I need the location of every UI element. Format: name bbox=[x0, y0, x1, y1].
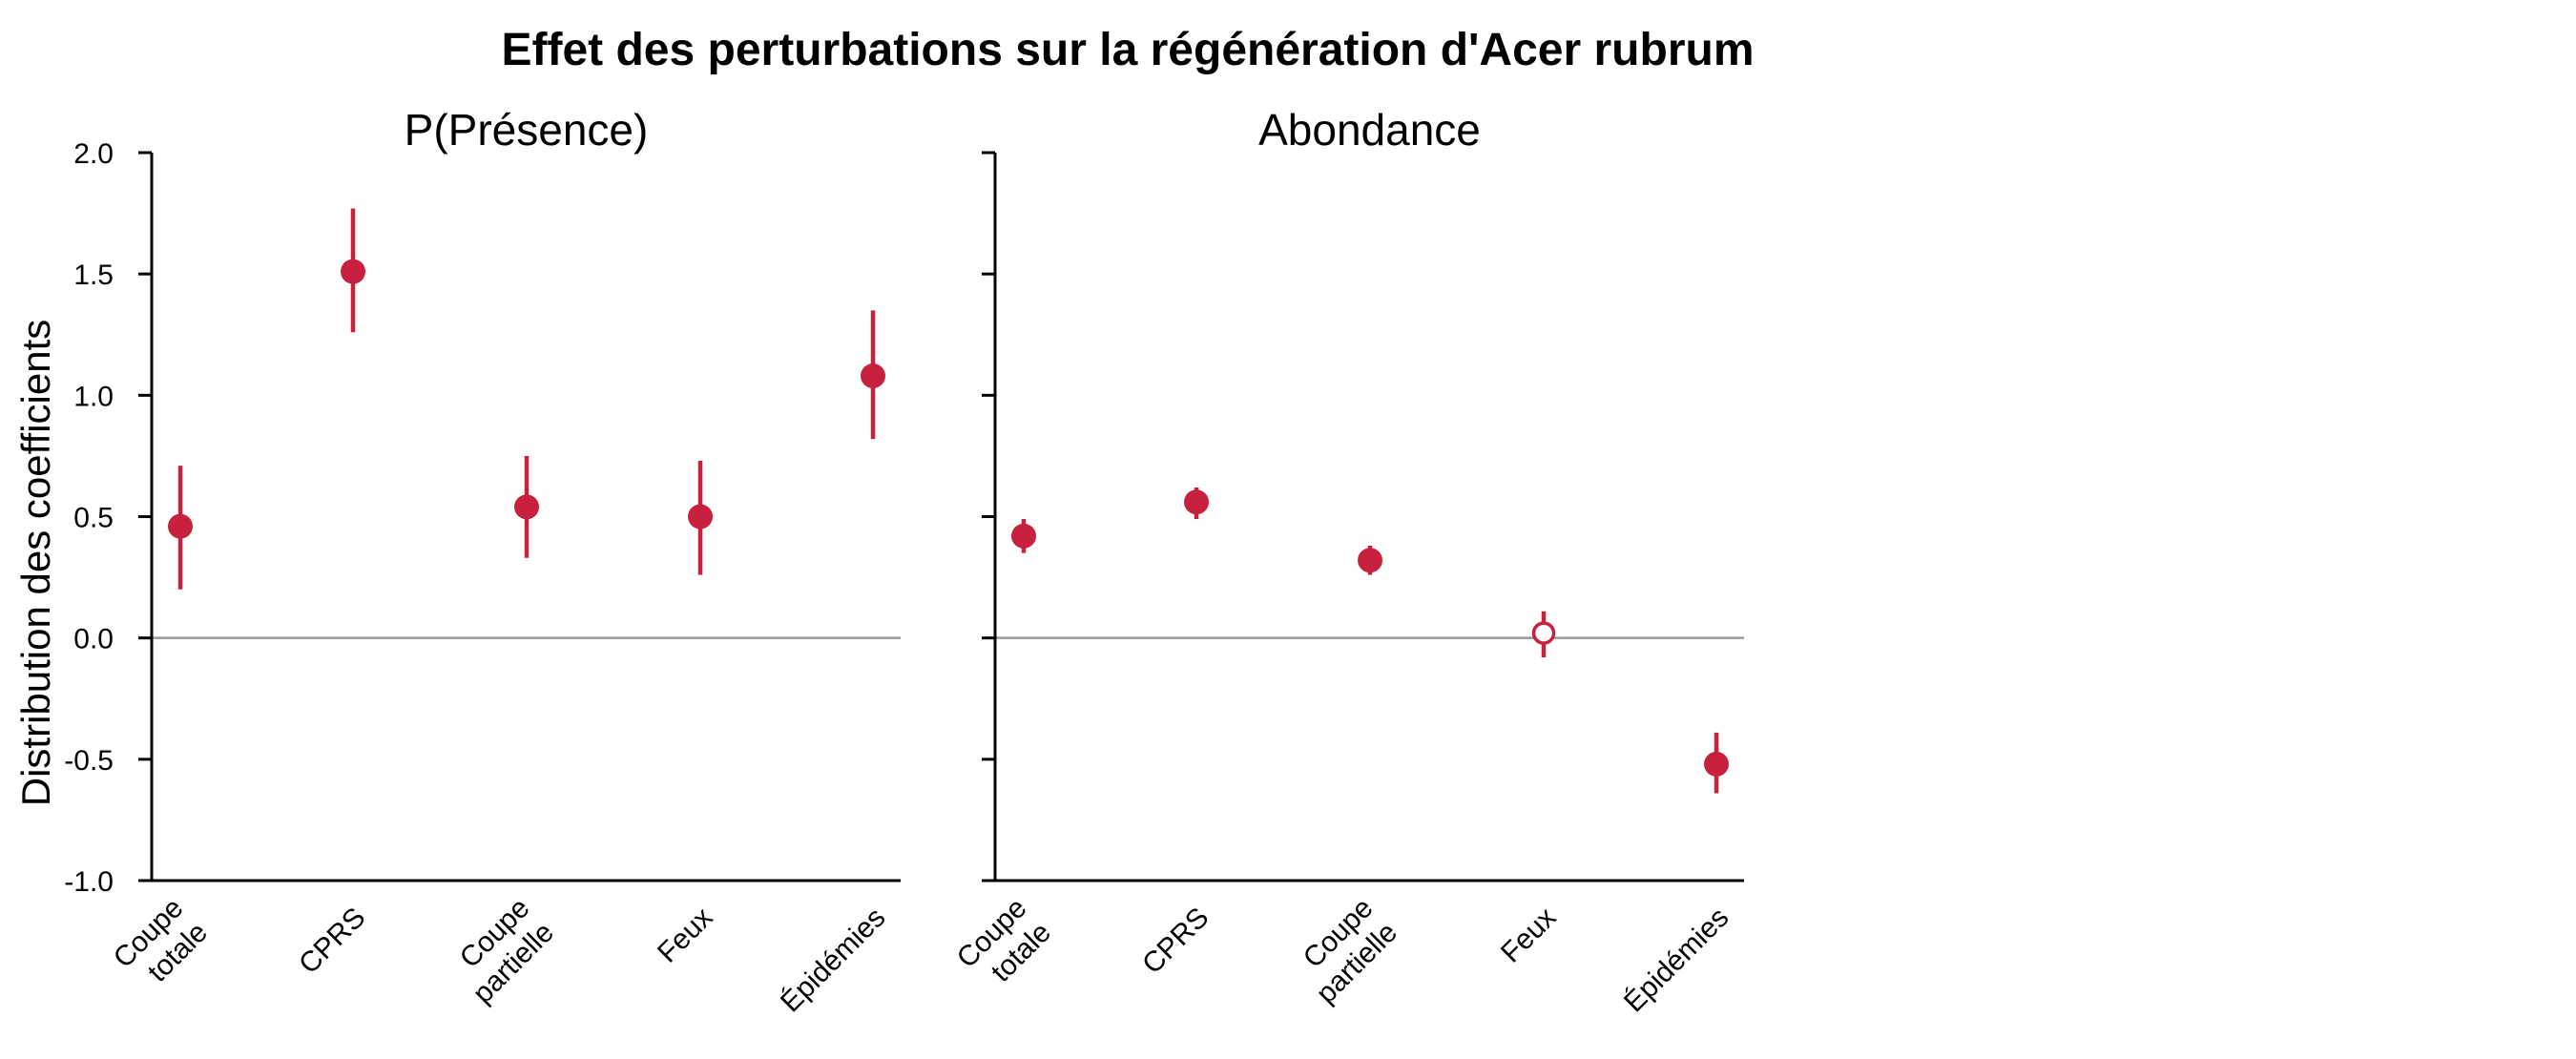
presence-x-tick-label: CPRS bbox=[293, 902, 371, 980]
presence-point bbox=[168, 513, 193, 539]
abondance-x-tick-label: Coupepartielle bbox=[1286, 892, 1403, 1009]
panel-presence: P(Présence) 2.0 1.5 1.0 0.5 0.0 -0.5 -1.0Coupet… bbox=[64, 105, 901, 1018]
abondance-x-tick-label: CPRS bbox=[1136, 902, 1215, 980]
abondance-x-tick-label: Feux bbox=[1495, 902, 1563, 969]
abondance-panel-title: Abondance bbox=[1258, 105, 1481, 155]
presence-x-tick-label: Coupetotale bbox=[108, 892, 214, 998]
y-axis-label: Distribution des coefficients bbox=[13, 320, 58, 806]
presence-x-tick-label: Épidémies bbox=[775, 902, 891, 1018]
y-tick-label: 2.0 bbox=[73, 138, 114, 170]
abondance-x-tick-label: Coupetotale bbox=[951, 892, 1057, 998]
abondance-point bbox=[1011, 523, 1036, 549]
presence-x-tick-label: Feux bbox=[652, 902, 719, 969]
y-tick-label: 1.5 bbox=[73, 260, 114, 291]
y-tick-label: -0.5 bbox=[64, 745, 114, 777]
presence-point bbox=[861, 363, 885, 388]
presence-x-tick-label: Coupepartielle bbox=[443, 892, 560, 1009]
abondance-point bbox=[1704, 751, 1729, 777]
abondance-point bbox=[1358, 548, 1382, 573]
presence-panel-title: P(Présence) bbox=[405, 105, 649, 155]
presence-point bbox=[514, 494, 539, 520]
abondance-point-hollow bbox=[1531, 621, 1556, 645]
chart-title: Effet des perturbations sur la régénérat… bbox=[501, 25, 1754, 75]
y-tick-label: -1.0 bbox=[64, 866, 114, 898]
y-tick-label: 1.0 bbox=[73, 381, 114, 412]
y-tick-label: 0.5 bbox=[73, 503, 114, 534]
abondance-x-tick-label: Épidémies bbox=[1618, 902, 1735, 1018]
presence-point bbox=[688, 504, 713, 530]
abondance-point bbox=[1184, 489, 1209, 515]
y-tick-label: 0.0 bbox=[73, 624, 114, 655]
presence-point bbox=[341, 259, 365, 284]
panel-abondance: Abondance Coupetotale CPRS Coupepartielle Fe… bbox=[951, 105, 1744, 1018]
